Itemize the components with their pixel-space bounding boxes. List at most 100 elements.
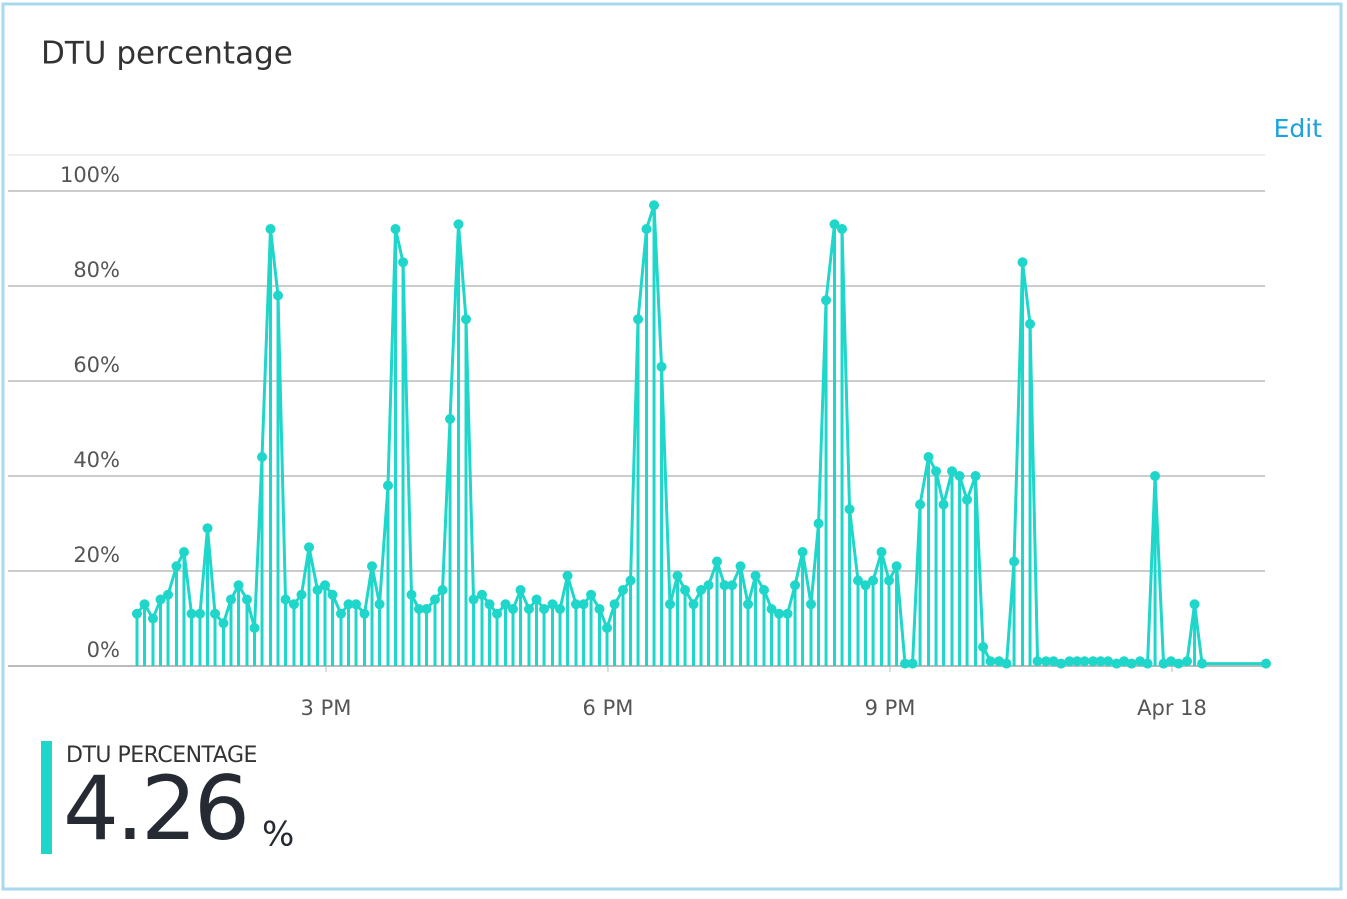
data-point: [437, 585, 448, 595]
data-point: [923, 452, 934, 462]
data-point: [406, 589, 417, 600]
data-point: [414, 604, 425, 614]
data-point: [1182, 656, 1193, 667]
data-point: [1056, 658, 1067, 669]
data-point: [1095, 656, 1106, 667]
data-point: [132, 608, 142, 619]
data-point: [233, 580, 244, 591]
data-point: [900, 658, 911, 669]
data-point: [280, 594, 291, 605]
data-point: [954, 471, 965, 481]
edit-link[interactable]: Edit: [1274, 114, 1323, 143]
data-point: [445, 414, 456, 424]
data-point: [390, 224, 401, 234]
data-point: [515, 585, 526, 595]
data-point: [907, 658, 918, 669]
data-point: [844, 504, 855, 515]
data-point: [484, 599, 495, 610]
data-point: [641, 224, 652, 234]
data-point: [288, 599, 299, 610]
data-point: [1173, 658, 1184, 669]
data-point: [335, 608, 346, 619]
y-tick-label: 60%: [73, 353, 120, 377]
data-point: [453, 219, 464, 230]
data-point: [994, 656, 1005, 667]
data-point: [476, 589, 487, 600]
data-point: [1166, 656, 1177, 667]
data-point: [155, 594, 166, 605]
data-point: [1079, 656, 1090, 667]
x-tick-label: 9 PM: [865, 696, 916, 720]
data-point: [1261, 658, 1271, 669]
data-point: [421, 604, 432, 614]
data-point: [1111, 658, 1122, 669]
data-point: [265, 224, 276, 234]
data-point: [868, 575, 879, 586]
data-point: [500, 599, 511, 610]
data-point: [884, 575, 895, 586]
data-point: [602, 623, 613, 633]
data-point: [351, 599, 362, 610]
data-point: [320, 580, 331, 591]
data-point: [703, 580, 714, 591]
data-point: [727, 580, 738, 591]
data-point: [382, 480, 393, 491]
data-point: [860, 580, 871, 591]
data-point: [241, 594, 252, 605]
data-point: [1135, 656, 1146, 667]
data-point: [985, 656, 996, 667]
data-point: [680, 585, 691, 595]
data-point: [938, 499, 949, 510]
data-point: [1150, 471, 1161, 481]
data-point: [218, 618, 229, 629]
data-point: [1103, 656, 1114, 667]
data-point: [171, 561, 182, 572]
data-point: [813, 518, 824, 529]
data-point: [194, 608, 205, 619]
series-line: [135, 203, 1266, 666]
data-point: [688, 599, 699, 610]
summary-accent: [41, 741, 52, 854]
data-point: [735, 561, 746, 572]
data-point: [1189, 599, 1200, 610]
data-point: [719, 580, 730, 591]
data-point: [304, 542, 315, 553]
data-point: [562, 570, 573, 581]
data-point: [1197, 658, 1208, 669]
data-point: [665, 599, 676, 610]
x-tick-label: Apr 18: [1137, 696, 1207, 720]
data-point: [876, 547, 887, 557]
data-point: [649, 200, 660, 211]
data-point: [1158, 658, 1169, 669]
data-point: [179, 547, 190, 557]
data-point: [147, 613, 158, 624]
data-point: [1048, 656, 1059, 667]
data-point: [508, 604, 519, 614]
chart-title: DTU percentage: [41, 36, 293, 72]
data-point: [468, 594, 479, 605]
data-point: [766, 604, 777, 614]
data-point: [821, 295, 832, 306]
y-tick-label: 100%: [60, 163, 120, 187]
data-point: [210, 608, 221, 619]
data-point: [1142, 658, 1153, 669]
data-point: [790, 580, 801, 591]
data-point: [249, 623, 260, 633]
data-point: [226, 594, 237, 605]
data-point: [1009, 556, 1020, 567]
data-point: [1126, 658, 1137, 669]
data-point: [970, 471, 981, 481]
data-point: [1001, 658, 1012, 669]
data-point: [978, 642, 989, 652]
data-point: [625, 575, 636, 586]
data-point: [398, 257, 409, 268]
data-point: [962, 494, 973, 505]
data-point: [586, 589, 597, 600]
summary-label: DTU PERCENTAGE: [66, 743, 257, 768]
data-point: [359, 608, 370, 619]
data-point: [257, 452, 268, 462]
data-point: [696, 585, 707, 595]
data-point: [750, 570, 761, 581]
data-point: [571, 599, 582, 610]
data-point: [312, 585, 323, 595]
